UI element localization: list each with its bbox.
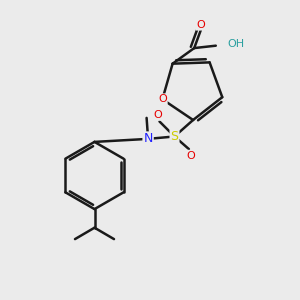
Text: O: O [186, 151, 195, 161]
Text: O: O [196, 20, 205, 30]
Text: S: S [170, 130, 178, 143]
Text: OH: OH [227, 39, 244, 49]
Text: O: O [158, 94, 167, 104]
Text: N: N [143, 132, 153, 146]
Text: O: O [154, 110, 162, 120]
